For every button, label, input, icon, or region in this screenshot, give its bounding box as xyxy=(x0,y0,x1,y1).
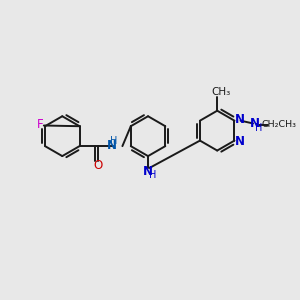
Text: N: N xyxy=(234,135,244,148)
Text: H: H xyxy=(255,123,263,133)
Text: N: N xyxy=(234,113,244,126)
Text: O: O xyxy=(93,159,102,172)
Text: H: H xyxy=(110,136,117,146)
Text: F: F xyxy=(37,118,44,131)
Text: N: N xyxy=(106,139,117,152)
Text: H: H xyxy=(149,170,157,181)
Text: N: N xyxy=(143,164,153,178)
Text: CH₂CH₃: CH₂CH₃ xyxy=(261,120,296,129)
Text: N: N xyxy=(250,117,260,130)
Text: CH₃: CH₃ xyxy=(211,87,230,98)
